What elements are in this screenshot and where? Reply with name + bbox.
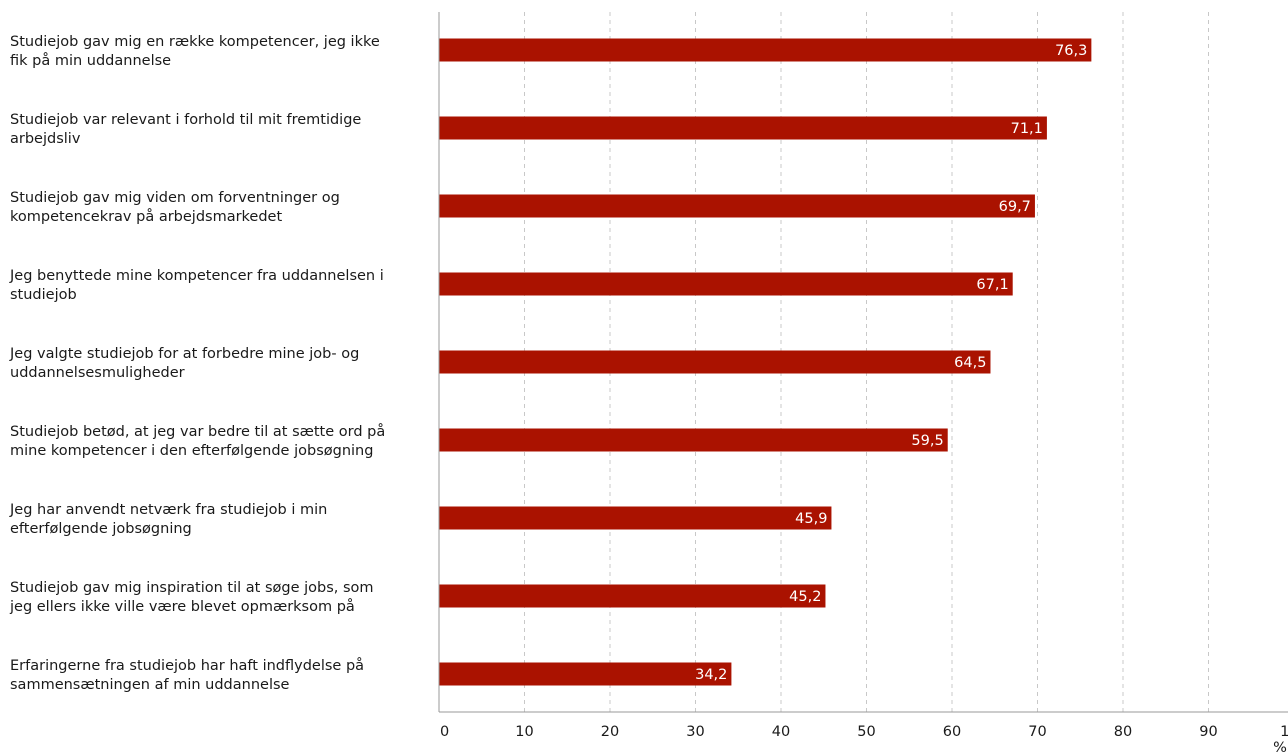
- bar-value-label: 67,1: [976, 277, 1008, 293]
- category-label: Studiejob var relevant i forhold til mit…: [10, 112, 361, 128]
- x-tick-label: 60: [943, 724, 961, 740]
- x-tick-label: 0: [440, 724, 449, 740]
- category-label: uddannelsesmuligheder: [10, 365, 185, 381]
- bar-value-label: 45,2: [789, 589, 821, 605]
- category-label: Jeg har anvendt netværk fra studiejob i …: [9, 502, 327, 518]
- bar: [439, 194, 1035, 218]
- x-tick-label: 50: [857, 724, 875, 740]
- category-label: arbejdsliv: [10, 131, 81, 147]
- bar-value-label: 71,1: [1011, 121, 1043, 137]
- x-tick-label: 70: [1028, 724, 1046, 740]
- category-labels: Studiejob gav mig en række kompetencer, …: [9, 34, 385, 693]
- bar: [439, 428, 948, 452]
- category-label: jeg ellers ikke ville være blevet opmærk…: [9, 598, 355, 615]
- category-label: Studiejob gav mig inspiration til at søg…: [10, 580, 374, 596]
- bar: [439, 350, 991, 374]
- category-label: Erfaringerne fra studiejob har haft indf…: [10, 657, 364, 674]
- bar-value-label: 45,9: [795, 511, 827, 527]
- x-tick-label: 30: [686, 724, 704, 740]
- x-axis-unit-label: %: [1273, 740, 1287, 753]
- x-tick-label: 20: [601, 724, 619, 740]
- category-label: fik på min uddannelse: [10, 52, 171, 69]
- bar: [439, 38, 1092, 62]
- axes: 0 10 20 30 40 50 60 70 80 90 100: [438, 12, 1288, 740]
- bar: [439, 272, 1013, 296]
- category-label: Studiejob gav mig viden om forventninger…: [10, 190, 340, 206]
- x-tick-label: 40: [772, 724, 790, 740]
- bar-value-label: 34,2: [695, 667, 727, 683]
- category-label: mine kompetencer i den efterfølgende job…: [10, 443, 373, 459]
- category-label: Jeg valgte studiejob for at forbedre min…: [9, 346, 359, 362]
- category-label: Jeg benyttede mine kompetencer fra uddan…: [9, 268, 384, 284]
- bar-value-label: 76,3: [1055, 43, 1087, 59]
- x-tick-label: 10: [515, 724, 533, 740]
- bar: [439, 506, 832, 530]
- x-tick-label: 80: [1114, 724, 1132, 740]
- category-label: efterfølgende jobsøgning: [10, 521, 192, 537]
- x-tick-label: 100: [1280, 724, 1288, 740]
- category-label: sammensætningen af min uddannelse: [10, 677, 290, 693]
- bar: [439, 116, 1047, 140]
- category-label: Studiejob betød, at jeg var bedre til at…: [10, 423, 385, 440]
- bar-value-label: 69,7: [999, 199, 1031, 215]
- category-label: Studiejob gav mig en række kompetencer, …: [10, 34, 380, 50]
- bars: 76,3 71,1 69,7 67,1 64,5 59,5 45,9 45,2 34,2: [439, 38, 1092, 686]
- bar-value-label: 64,5: [954, 355, 986, 371]
- bar-value-label: 59,5: [911, 433, 943, 449]
- bar: [439, 584, 826, 608]
- category-label: kompetencekrav på arbejdsmarkedet: [10, 208, 282, 225]
- x-tick-label: 90: [1199, 724, 1217, 740]
- bar: [439, 662, 732, 686]
- category-label: studiejob: [10, 287, 77, 303]
